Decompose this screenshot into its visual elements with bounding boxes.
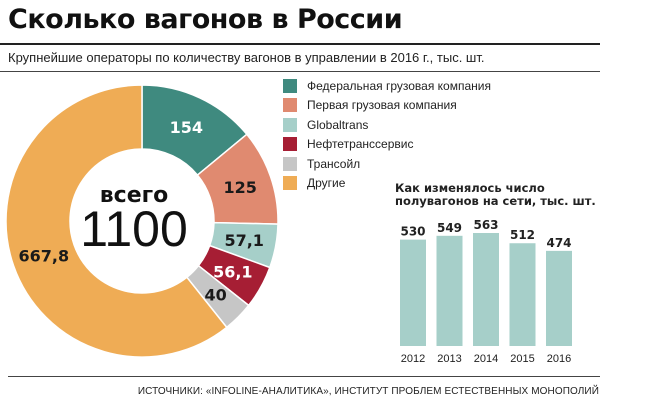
legend-item: Другие [283,174,491,194]
donut-slices [5,84,279,358]
bar-value-label: 512 [510,228,535,242]
title-rule [0,43,600,45]
donut-slice [5,84,228,358]
bar-category-label: 2016 [547,353,571,365]
bar-category-label: 2014 [474,353,498,365]
donut-total-label: всего [100,183,169,208]
donut-value-label: 125 [224,178,257,197]
bar [400,239,426,346]
donut-chart: 154 125 57,1 56,1 40 667,8 всего 1100 [5,84,279,358]
legend-swatch [283,78,297,93]
bar [473,233,499,346]
bar-value-label: 530 [400,225,425,239]
bar [509,243,536,346]
chart-subtitle: Крупнейшие операторы по количеству вагон… [8,50,485,65]
donut-value-label: 40 [205,285,227,304]
chart-title: Сколько вагонов в России [8,4,403,35]
legend-item: Федеральная грузовая компания [283,76,491,96]
donut-value-label: 56,1 [213,263,252,282]
bar-value-label: 563 [473,218,498,232]
bar-value-label: 549 [437,221,462,235]
bar-chart: 530 2012 549 2013 563 2014 512 2015 474 2016 [400,218,572,365]
bar [436,235,463,346]
sources-note: ИСТОЧНИКИ: «INFOLINE-АНАЛИТИКА», ИНСТИТУ… [137,386,599,397]
legend-label: Другие [307,176,346,191]
legend-swatch [283,98,297,113]
donut-value-label: 667,8 [19,246,70,265]
donut-value-label: 154 [170,118,203,137]
legend-swatch [283,176,297,191]
bar-category-label: 2015 [510,353,534,365]
legend-label: Федеральная грузовая компания [307,78,491,93]
footer-rule [8,376,600,377]
bar-value-label: 474 [546,236,571,250]
donut-total-value: 1100 [80,201,188,257]
bar-category-label: 2013 [437,353,461,365]
donut-value-label: 57,1 [224,231,263,250]
legend-item: Нефтетранссервис [283,135,491,155]
bar [546,250,572,346]
legend: Федеральная грузовая компания Первая груз… [283,76,491,193]
legend-label: Нефтетранссервис [307,137,414,152]
legend-label: Трансойл [307,156,361,171]
legend-swatch [283,156,297,171]
legend-label: Первая грузовая компания [307,98,457,113]
bar-chart-title: Как изменялось число полувагонов на сети… [395,181,596,208]
legend-swatch [283,117,297,132]
legend-swatch [283,137,297,152]
legend-item: Globaltrans [283,115,491,135]
subtitle-rule [0,71,600,72]
bar-category-label: 2012 [401,353,425,365]
legend-item: Первая грузовая компания [283,96,491,116]
legend-item: Трансойл [283,154,491,174]
donut-labels: 154 125 57,1 56,1 40 667,8 [19,118,264,305]
legend-label: Globaltrans [307,117,369,132]
